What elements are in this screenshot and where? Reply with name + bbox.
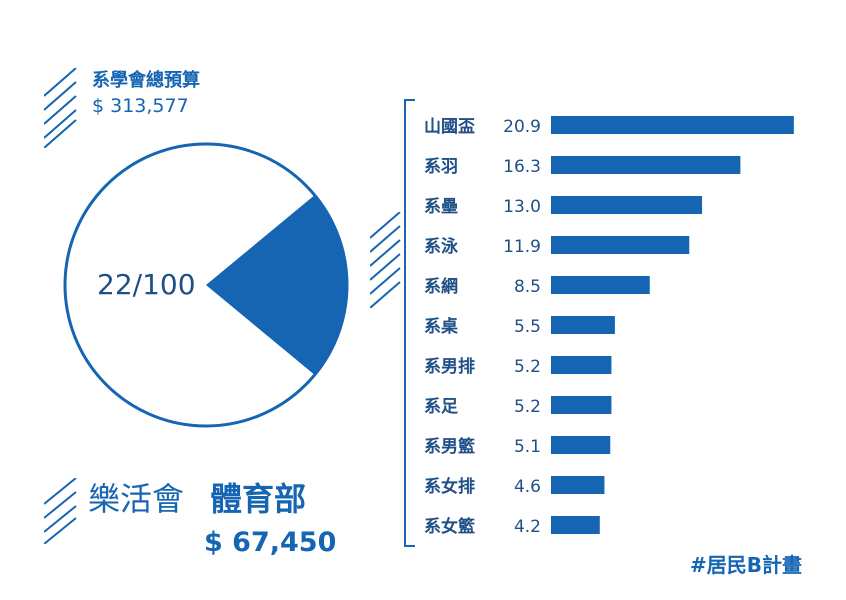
campaign-tag: #居民B計畫 [690, 553, 803, 577]
hatch-decoration-bottom [44, 478, 77, 544]
budget-pie-chart [63, 142, 349, 428]
pie-share-label: 22/100 [97, 268, 196, 301]
bar-category-label: 系男籃 [424, 436, 475, 457]
bar-8 [551, 396, 612, 414]
department-amount: $ 67,450 [204, 527, 337, 558]
bar-value-label: 4.2 [514, 517, 541, 537]
department-prefix: 樂活會 [88, 480, 185, 518]
bar-2 [551, 156, 741, 174]
bar-category-label: 系網 [424, 276, 458, 297]
bar-category-label: 山國盃 [424, 117, 475, 137]
total-budget-title: 系學會總預算 [92, 70, 200, 91]
bar-value-label: 20.9 [503, 117, 541, 137]
bar-category-label: 系羽 [424, 157, 458, 177]
bar-9 [551, 436, 611, 454]
bar-10 [551, 476, 605, 494]
bar-value-label: 4.6 [514, 477, 541, 497]
bar-4 [551, 236, 690, 254]
pie-slice-sports [206, 195, 347, 375]
bar-value-label: 5.1 [514, 437, 541, 457]
bar-1 [551, 116, 794, 134]
bar-3 [551, 196, 703, 214]
bar-category-label: 系女籃 [424, 516, 475, 537]
hatch-decoration-top [44, 68, 77, 148]
bar-6 [551, 316, 615, 334]
hatch-decoration-middle [370, 212, 401, 308]
bar-value-label: 5.2 [514, 397, 541, 417]
bar-category-label: 系女排 [424, 476, 475, 497]
bar-category-label: 系桌 [424, 317, 459, 337]
total-budget-amount: $ 313,577 [92, 95, 189, 117]
bar-11 [551, 516, 600, 534]
bar-category-label: 系泳 [424, 236, 459, 257]
chart-bracket [404, 99, 415, 547]
bar-value-label: 8.5 [514, 277, 541, 297]
bar-category-label: 系男排 [424, 356, 475, 377]
bar-value-label: 13.0 [503, 197, 541, 217]
bar-value-label: 11.9 [503, 237, 541, 257]
bar-category-label: 系壘 [424, 197, 458, 217]
bar-value-label: 5.2 [514, 357, 541, 377]
bar-7 [551, 356, 612, 374]
bar-5 [551, 276, 650, 294]
bar-value-label: 5.5 [514, 317, 541, 337]
bar-value-label: 16.3 [503, 157, 541, 177]
bar-category-label: 系足 [424, 397, 458, 417]
department-name: 體育部 [210, 480, 307, 518]
